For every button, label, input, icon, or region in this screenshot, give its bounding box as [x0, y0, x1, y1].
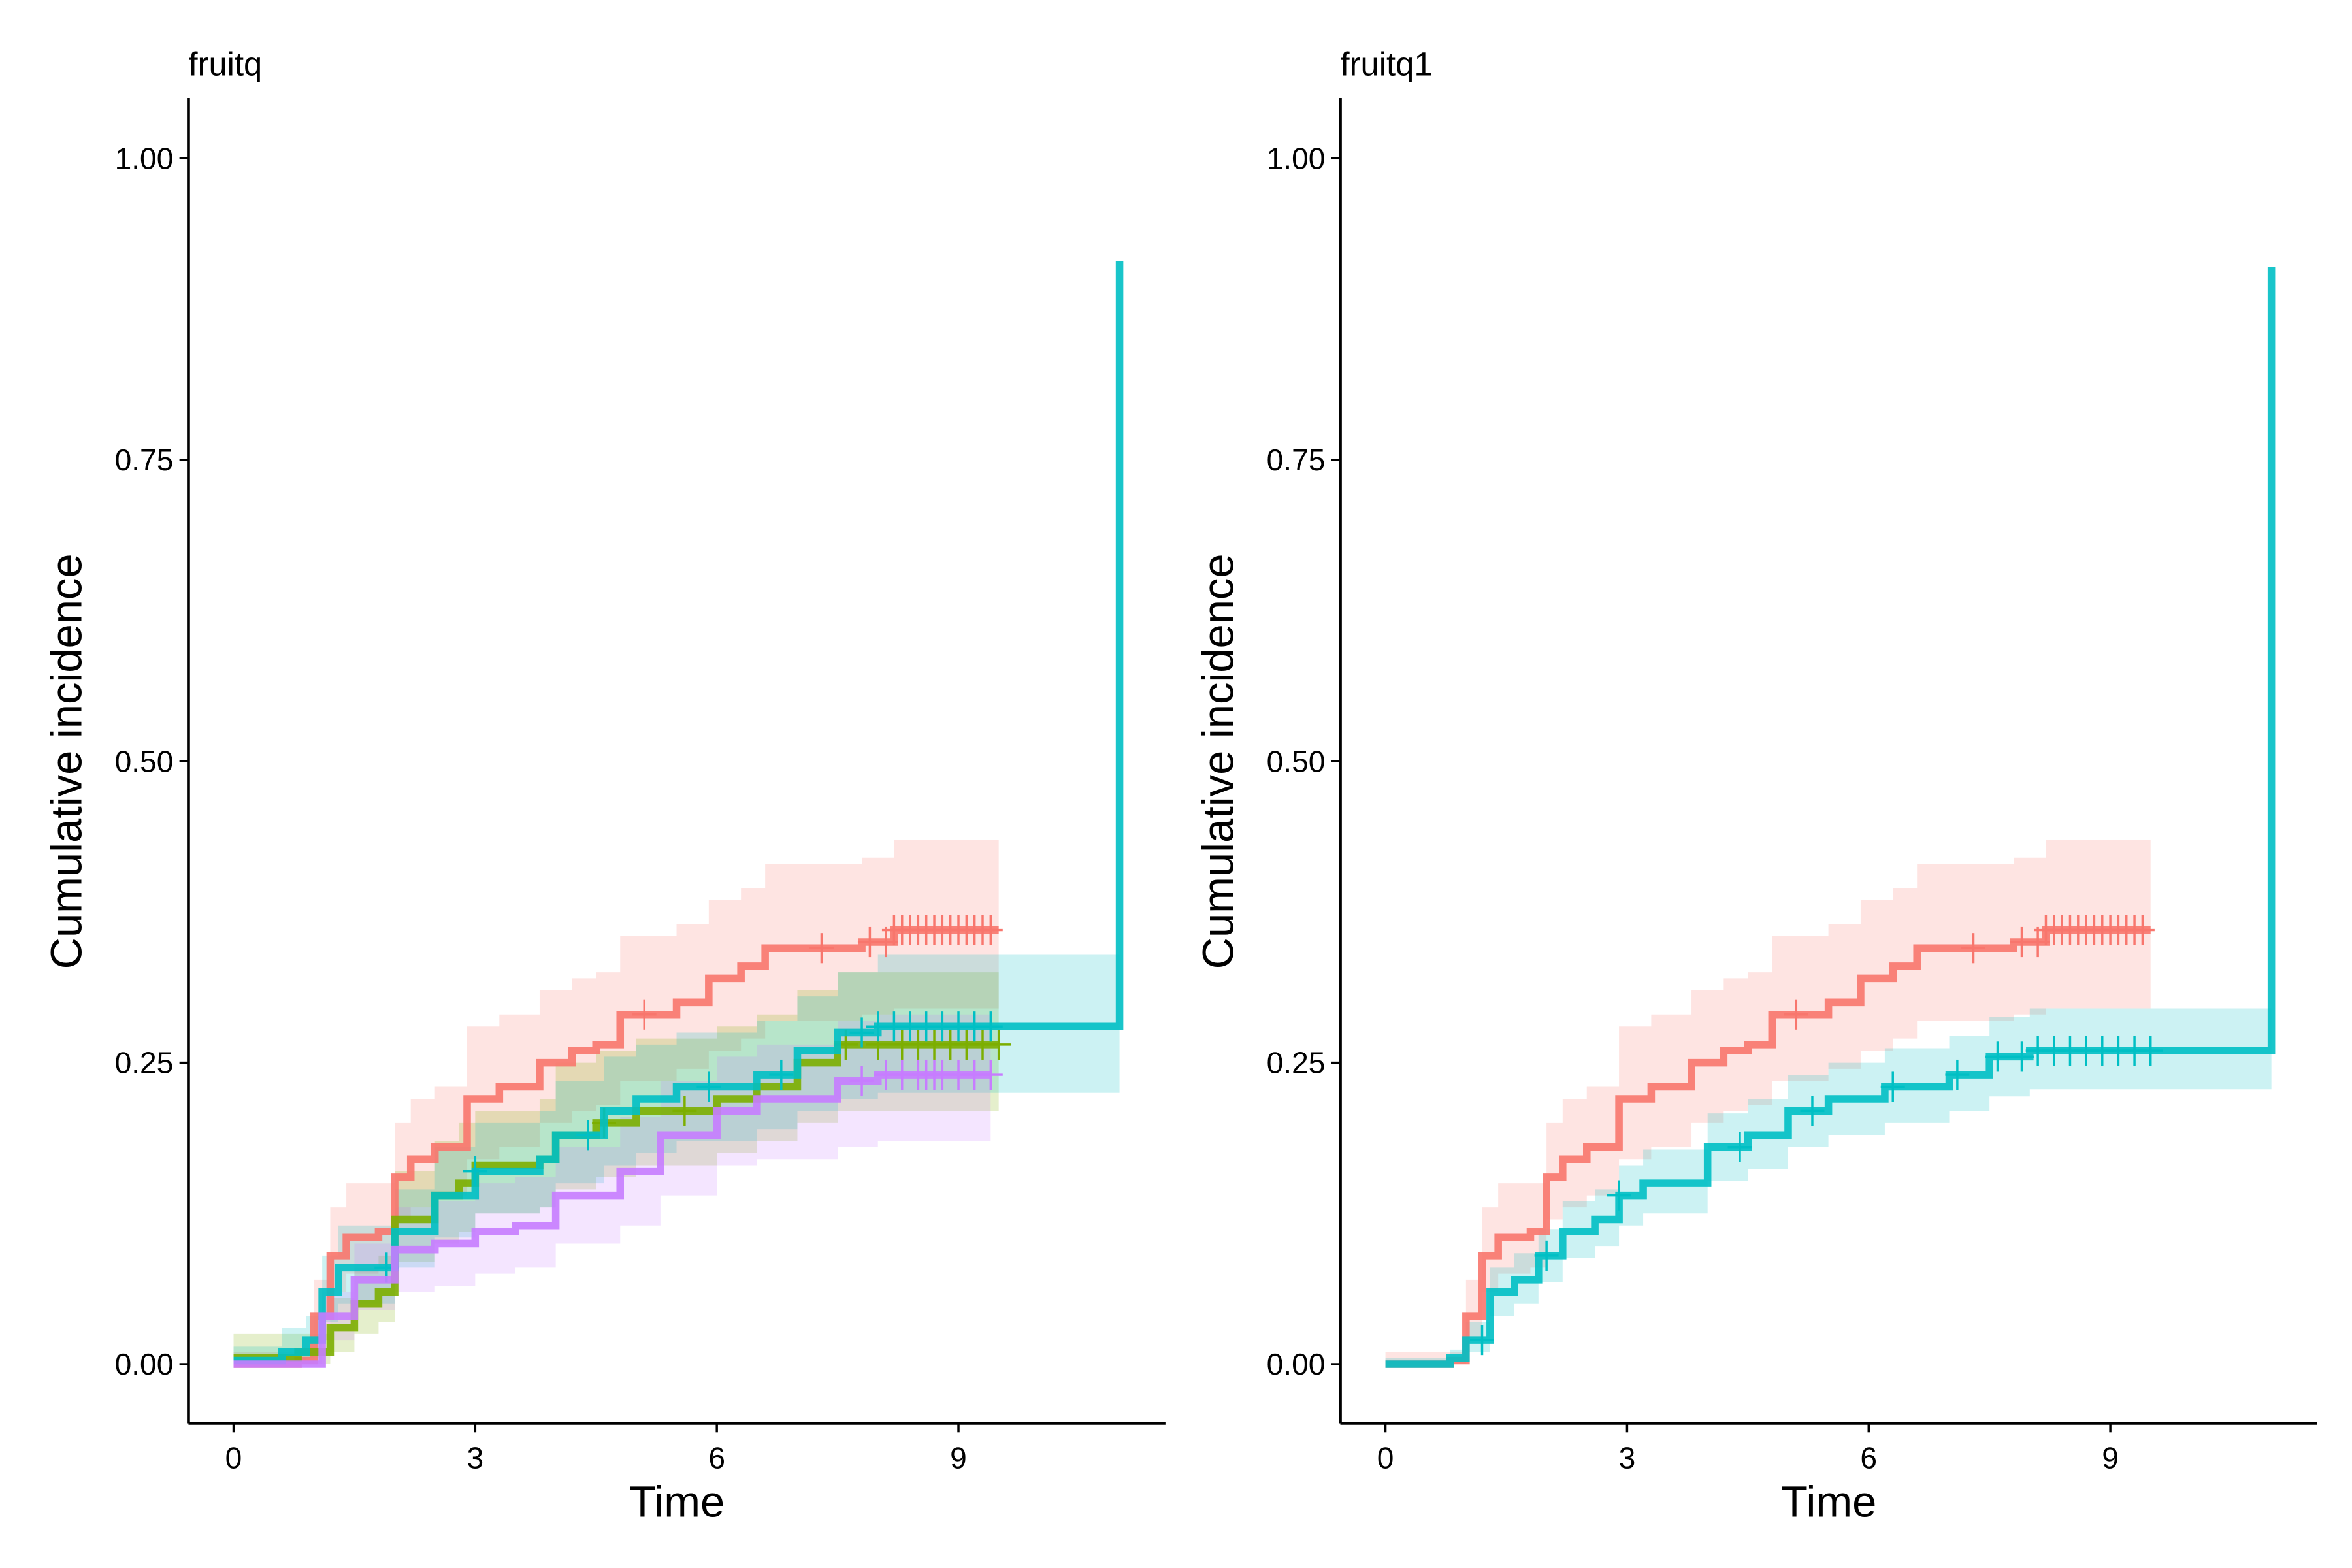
series-line-0	[1385, 926, 2151, 1368]
x-tick-label: 3	[467, 1441, 484, 1475]
panel-fruitq: fruitq Time Cumulative incidence 0.00 0.2…	[42, 45, 1166, 1527]
x-tick-label: 0	[1377, 1441, 1394, 1475]
plot-layer	[233, 261, 1124, 1368]
x-tick-label: 0	[225, 1441, 242, 1475]
y-tick-label: 0.75	[115, 443, 174, 477]
series-line-2	[233, 261, 1124, 1365]
confidence-band-0	[233, 840, 999, 1365]
y-axis-title: Cumulative incidence	[42, 553, 91, 969]
x-tick-label: 9	[950, 1441, 967, 1475]
x-tick-label: 6	[1860, 1441, 1877, 1475]
y-tick-label: 0.50	[1267, 744, 1326, 778]
series-line-0	[233, 926, 999, 1368]
y-tick-label: 0.50	[115, 744, 174, 778]
y-tick-label: 1.00	[1267, 141, 1326, 175]
y-tick-label: 0.25	[115, 1046, 174, 1080]
series-line-1	[1385, 267, 2276, 1368]
confidence-band-0	[1385, 840, 2151, 1365]
y-axis-title: Cumulative incidence	[1194, 553, 1243, 969]
confidence-band-1	[233, 972, 999, 1365]
panel-title: fruitq1	[1341, 45, 1433, 82]
x-axis-title: Time	[629, 1478, 725, 1527]
y-tick-label: 0.00	[1267, 1347, 1326, 1381]
series-line-3	[233, 1071, 991, 1368]
y-tick-label: 0.00	[115, 1347, 174, 1381]
plot-layer	[1385, 267, 2276, 1368]
y-tick-label: 1.00	[115, 141, 174, 175]
confidence-band-1	[1385, 1008, 2272, 1365]
x-tick-label: 6	[708, 1441, 725, 1475]
panel-title: fruitq	[188, 45, 262, 82]
x-axis-title: Time	[1781, 1478, 1876, 1527]
y-tick-label: 0.75	[1267, 443, 1326, 477]
confidence-band-2	[233, 954, 1120, 1365]
panel-fruitq1: fruitq1 Time Cumulative incidence 0.00 0.…	[1194, 45, 2317, 1527]
x-tick-label: 3	[1619, 1441, 1636, 1475]
x-tick-label: 9	[2102, 1441, 2119, 1475]
y-tick-label: 0.25	[1267, 1046, 1326, 1080]
